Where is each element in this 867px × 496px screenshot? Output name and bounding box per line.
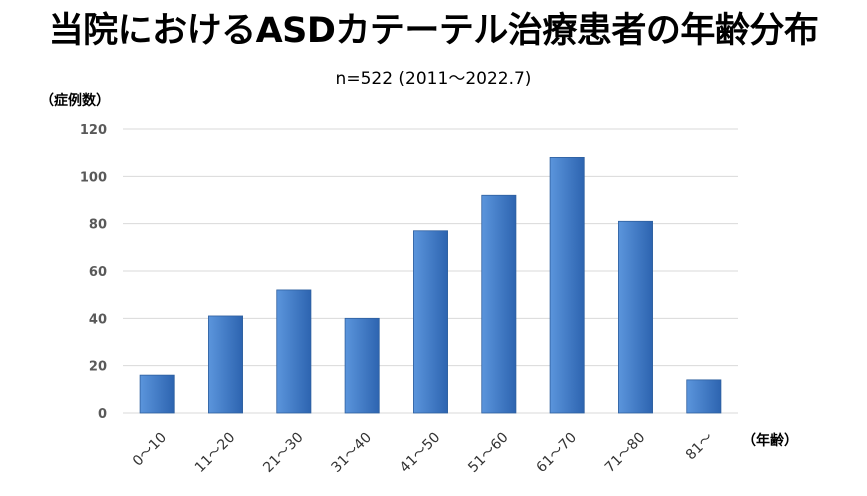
- bar-8: [618, 220, 653, 414]
- x-tick-label: 31～40: [329, 430, 375, 476]
- bar-4: [344, 317, 380, 414]
- bar-3: [276, 289, 312, 414]
- bar-2: [208, 315, 243, 414]
- y-tick-label: 40: [89, 312, 107, 327]
- y-tick-label: 0: [98, 407, 107, 422]
- bar-7: [549, 156, 585, 414]
- bar-6: [481, 194, 517, 414]
- y-tick-label: 80: [89, 218, 107, 233]
- bar-5: [413, 230, 448, 414]
- bar-9: [686, 379, 722, 414]
- y-axis-label: （症例数）: [40, 93, 110, 109]
- x-tick-label: 61～70: [534, 430, 580, 476]
- x-axis-label: （年齢）: [742, 433, 798, 449]
- bars: [139, 156, 722, 414]
- x-tick-label: 21～30: [260, 430, 306, 476]
- y-tick-label: 120: [80, 123, 107, 138]
- x-tick-label: 41～50: [397, 430, 443, 476]
- x-tick-label: 0～10: [130, 430, 170, 470]
- x-tick-label: 51～60: [465, 430, 511, 476]
- x-tick-label: 71～80: [602, 430, 648, 476]
- x-tick-label: 81～: [683, 430, 717, 464]
- x-axis-ticks: 0～10 11～20 21～30 31～40 41～50 51～60 61～70 71～80 8…: [130, 430, 717, 476]
- y-tick-label: 60: [89, 265, 107, 280]
- x-tick-label: 11～20: [192, 430, 238, 476]
- y-tick-label: 100: [80, 170, 107, 185]
- chart-title: 当院におけるASDカテーテル治療患者の年齢分布: [48, 11, 819, 51]
- y-axis-ticks: 0 20 40 60 80 100 120: [80, 123, 107, 422]
- chart-subtitle: n=522 (2011～2022.7): [335, 69, 532, 89]
- bar-1: [139, 374, 175, 414]
- y-tick-label: 20: [89, 360, 107, 375]
